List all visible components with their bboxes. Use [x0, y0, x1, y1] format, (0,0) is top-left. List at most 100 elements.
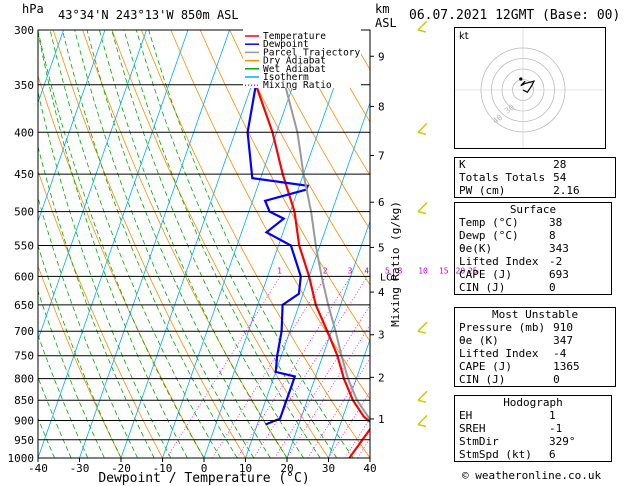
km-tick-label: 9 [378, 50, 385, 63]
mixing-ratio-label: 1 [277, 266, 282, 275]
legend-label: Isotherm [263, 72, 309, 83]
km-tick-label: 6 [378, 196, 385, 209]
index-label: CIN (J) [454, 373, 550, 387]
datetime-title: 06.07.2021 12GMT (Base: 00) [409, 8, 621, 23]
legend-label: Dewpoint [263, 39, 309, 50]
mixing-ratio-line [236, 276, 351, 458]
index-value: 38 [545, 216, 612, 229]
footer-credit[interactable]: © weatheronline.co.uk [462, 469, 602, 482]
index-label: Temp (°C) [454, 216, 545, 229]
wind-barb [417, 202, 428, 213]
index-label: StmDir [454, 435, 545, 448]
km-unit: km [375, 2, 390, 16]
wet-adiabat [86, 30, 271, 458]
table-row: CAPE (J) 693 [454, 268, 612, 281]
legend-label: Mixing Ratio [263, 80, 332, 91]
hodograph-panel: kt 40 30 [454, 27, 606, 149]
pressure-tick-label: 550 [14, 239, 34, 252]
wet-adiabat [38, 90, 172, 458]
table-row: θe(K) 343 [454, 242, 612, 255]
index-value: 343 [545, 242, 612, 255]
table-row: CIN (J) 0 [454, 281, 612, 295]
wet-adiabat [74, 30, 255, 458]
km-tick-label: 7 [378, 149, 385, 162]
dry-adiabat [612, 30, 629, 458]
index-value: 8 [545, 229, 612, 242]
isotherm [162, 30, 313, 458]
isotherm [38, 30, 189, 458]
pressure-tick-label: 700 [14, 325, 34, 338]
wind-barb [417, 321, 428, 332]
table-row: Temp (°C) 38 [454, 216, 612, 229]
asl-unit: ASL [375, 16, 397, 30]
dry-adiabat [52, 30, 246, 458]
mixing-ratio-axis-label: Mixing Ratio (g/kg) [389, 201, 402, 327]
table-row: Dewp (°C) 8 [454, 229, 612, 242]
index-label: CAPE (J) [454, 360, 550, 373]
km-tick-label: 5 [378, 241, 385, 254]
index-label: SREH [454, 422, 545, 435]
x-tick-label: -30 [70, 462, 90, 475]
basic-indices-table: K 28 Totals Totals 54 PW (cm) 2.16 [454, 157, 617, 198]
table-row: StmSpd (kt) 6 [454, 448, 612, 462]
x-tick-label: 0 [201, 462, 208, 475]
wet-adiabat [38, 30, 205, 458]
wet-adiabat [99, 30, 288, 458]
x-tick-label: 20 [280, 462, 293, 475]
wet-adiabat [38, 289, 105, 458]
wet-adiabat [38, 196, 138, 458]
km-tick-label: 1 [378, 413, 385, 426]
index-label: Pressure (mb) [454, 321, 550, 334]
index-label: EH [454, 409, 545, 422]
wind-barb-flag [417, 210, 427, 215]
index-label: CAPE (J) [454, 268, 545, 281]
pressure-tick-label: 300 [14, 24, 34, 37]
isotherm [328, 338, 370, 458]
index-label: CIN (J) [454, 281, 545, 295]
table-row: Totals Totals 54 [454, 171, 617, 184]
pressure-tick-label: 400 [14, 126, 34, 139]
wind-barb-flag [417, 29, 427, 33]
table-row: K 28 [454, 157, 617, 171]
hodograph-ring-label: 30 [503, 103, 516, 116]
wind-barb-flag [417, 131, 427, 135]
mixing-ratio-label: 15 [439, 266, 449, 275]
table-row: Surface [454, 202, 612, 216]
pressure-tick-label: 500 [14, 206, 34, 219]
dry-adiabat [288, 30, 370, 176]
index-value: -1 [545, 422, 612, 435]
pressure-tick-label: 1000 [8, 452, 35, 465]
wet-adiabat [62, 30, 238, 458]
wet-adiabat [135, 30, 338, 458]
x-axis-label: Dewpoint / Temperature (°C) [98, 471, 309, 486]
pressure-tick-label: 750 [14, 350, 34, 363]
x-tick-label: -20 [111, 462, 131, 475]
dry-adiabat [141, 30, 370, 458]
index-value: 28 [549, 157, 617, 171]
wet-adiabat [123, 30, 321, 458]
index-label: K [454, 157, 550, 171]
pressure-tick-label: 800 [14, 373, 34, 386]
storm-motion-marker [519, 77, 523, 81]
index-value: 1365 [549, 360, 617, 373]
section-title: Most Unstable [453, 307, 617, 321]
index-label: θe (K) [454, 334, 550, 347]
table-row: EH 1 [454, 409, 612, 422]
x-tick-label: 30 [322, 462, 335, 475]
table-row: PW (cm) 2.16 [454, 184, 617, 198]
mixing-ratio-label: 8 [397, 266, 402, 275]
surface-table: Surface Temp (°C) 38 Dewp (°C) 8 θe(K) 343 … [454, 202, 612, 295]
wet-adiabat [38, 30, 188, 458]
index-label: PW (cm) [454, 184, 550, 198]
mixing-ratio-line [274, 304, 370, 458]
index-label: Lifted Index [454, 347, 550, 360]
wind-barb [417, 414, 428, 426]
index-label: Dewp (°C) [454, 229, 545, 242]
index-value: 329° [545, 435, 612, 448]
x-tick-label: 40 [363, 462, 376, 475]
pressure-tick-label: 950 [14, 434, 34, 447]
wind-barb-flag [417, 423, 427, 428]
wet-adiabat [38, 244, 122, 458]
